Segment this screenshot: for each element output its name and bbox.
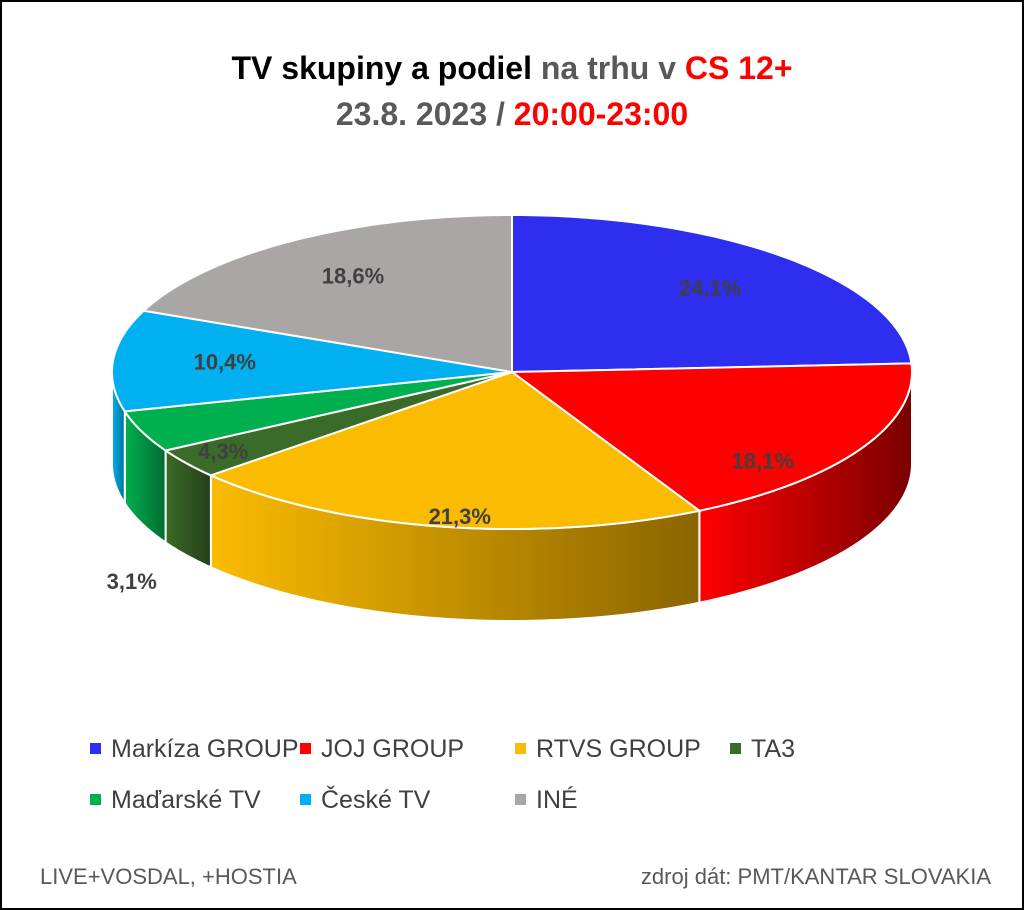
data-label-joj-group: 18,1% <box>732 448 794 473</box>
footer-note: LIVE+VOSDAL, +HOSTIA <box>40 864 297 889</box>
pie-slice-iné <box>142 214 513 373</box>
pie-slice-ta3 <box>164 371 513 477</box>
chart-title-line2: 23.8. 2023 / 20:00-23:00 <box>0 96 1024 133</box>
legend-swatch <box>730 743 741 754</box>
legend-item-markíza-group: Markíza GROUP <box>90 735 299 764</box>
legend-label: Maďarské TV <box>111 786 261 814</box>
legend-label: TA3 <box>751 735 795 763</box>
legend-label: INÉ <box>536 786 578 814</box>
legend-swatch <box>90 794 101 805</box>
pie-slice-joj-group <box>511 362 913 512</box>
title-time: 20:00-23:00 <box>513 96 689 132</box>
data-label-ta3: 3,1% <box>107 569 157 594</box>
legend-label: RTVS GROUP <box>536 735 701 763</box>
pie-slice-markíza-group <box>511 214 913 373</box>
data-label-maďarské-tv: 4,3% <box>198 439 248 464</box>
legend-swatch <box>515 743 526 754</box>
pie-slice-maďarské-tv <box>123 371 513 452</box>
title-part1: TV skupiny a podiel <box>231 50 532 86</box>
legend-label: Markíza GROUP <box>111 735 299 763</box>
data-label-markíza-group: 24,1% <box>679 276 741 301</box>
legend-swatch <box>90 743 101 754</box>
legend-item-české-tv: České TV <box>300 786 430 815</box>
title-part2: na trhu v <box>531 50 685 86</box>
pie-slice-rtvs-group <box>209 371 701 530</box>
legend-item-joj-group: JOJ GROUP <box>300 735 464 764</box>
data-label-české-tv: 10,4% <box>194 349 256 374</box>
legend-label: JOJ GROUP <box>321 735 465 763</box>
title-part3: CS 12+ <box>684 50 793 86</box>
legend-label: České TV <box>321 786 431 814</box>
title-date: 23.8. 2023 / <box>335 96 514 132</box>
legend-item-rtvs-group: RTVS GROUP <box>515 735 701 764</box>
legend-swatch <box>300 743 311 754</box>
legend-swatch <box>515 794 526 805</box>
data-label-iné: 18,6% <box>322 264 384 289</box>
pie-slice-české-tv <box>111 309 513 413</box>
chart-title-line1: TV skupiny a podiel na trhu v CS 12+ <box>0 50 1024 87</box>
legend-item-ta3: TA3 <box>730 735 795 764</box>
legend-swatch <box>300 794 311 805</box>
footer-source: zdroj dát: PMT/KANTAR SLOVAKIA <box>640 864 991 889</box>
data-label-rtvs-group: 21,3% <box>429 504 491 529</box>
legend-item-iné: INÉ <box>515 786 578 815</box>
legend-item-maďarské-tv: Maďarské TV <box>90 786 261 815</box>
